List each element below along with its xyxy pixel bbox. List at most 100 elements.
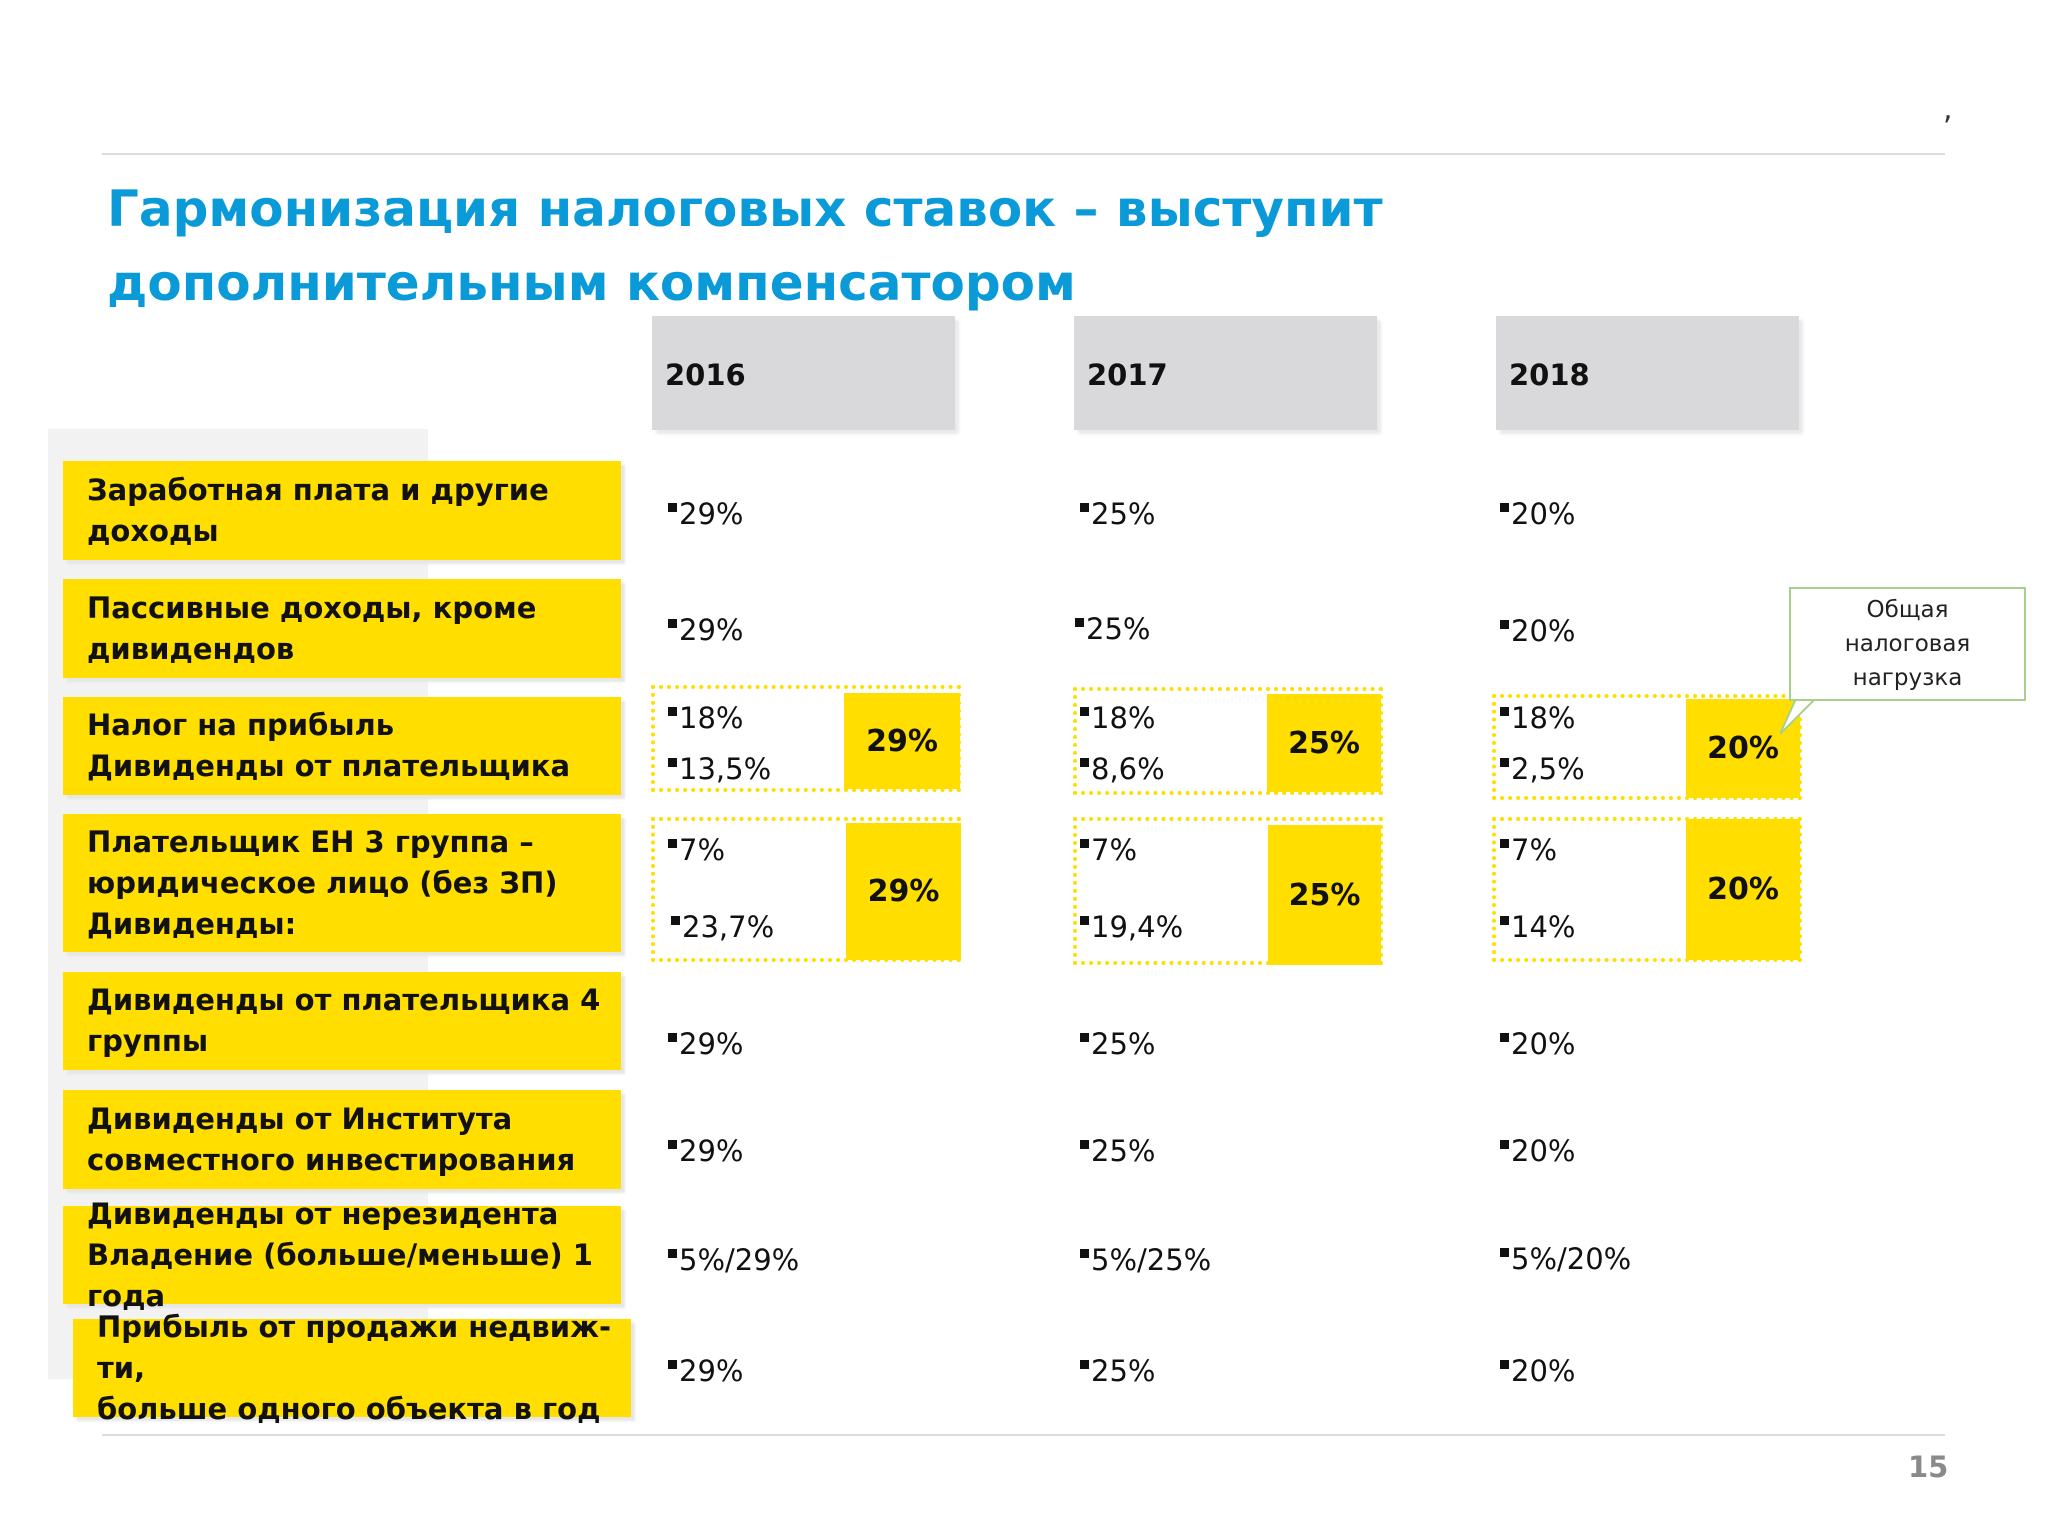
row-label-text: Налог на прибыль Дивиденды от плательщик…: [87, 708, 571, 783]
year-label: 2017: [1087, 358, 1168, 392]
bullet-icon: [668, 707, 677, 716]
rate-cell: 7%: [1500, 833, 1557, 867]
row-label-real-estate: Прибыль от продажи недвиж-ти, больше одн…: [73, 1310, 631, 1426]
bullet-icon: [1500, 620, 1509, 629]
rate-cell: 25%: [1080, 1134, 1155, 1168]
rate-cell: 5%/25%: [1080, 1243, 1211, 1277]
rate-cell: 18%: [1500, 701, 1575, 735]
rate-cell: 25%: [1080, 1354, 1155, 1388]
row-label-text: Пассивные доходы, кроме дивидендов: [87, 590, 537, 666]
row-label-text: Прибыль от продажи недвиж-ти, больше одн…: [97, 1309, 611, 1426]
rate-cell: 29%: [668, 1354, 743, 1388]
callout-text: Общая налоговая нагрузка: [1844, 597, 1971, 691]
bullet-icon: [668, 1033, 677, 1042]
row-label-salary: Заработная плата и другие доходы: [63, 461, 621, 560]
bullet-icon: [668, 758, 677, 767]
row-label-text: Заработная плата и другие доходы: [87, 472, 549, 548]
rate-cell: 25%: [1075, 612, 1150, 646]
rate-cell: 29%: [668, 1134, 743, 1168]
top-divider: [102, 153, 1945, 155]
bullet-icon: [1500, 1140, 1509, 1149]
combined-rate-box-2018: [1492, 694, 1802, 800]
page-number: 15: [1908, 1450, 1949, 1484]
bullet-icon: [1080, 707, 1089, 716]
bullet-icon: [1080, 758, 1089, 767]
total-burden-badge: 20%: [1686, 699, 1800, 798]
row-label-profit-tax: Налог на прибыль Дивиденды от плательщик…: [63, 697, 621, 795]
rate-cell: 13,5%: [668, 752, 771, 786]
bullet-icon: [1500, 839, 1509, 848]
row-label-text: Плательщик ЕН 3 группа – юридическое лиц…: [87, 824, 558, 941]
page-title: Гармонизация налоговых ставок – выступит…: [107, 180, 1383, 312]
year-label: 2016: [665, 358, 746, 392]
rate-cell: 20%: [1500, 1354, 1575, 1388]
bullet-icon: [1500, 1033, 1509, 1042]
bullet-icon: [1075, 618, 1084, 627]
bullet-icon: [1500, 503, 1509, 512]
bullet-icon: [668, 619, 677, 628]
bullet-icon: [1080, 1249, 1089, 1258]
rate-cell: 20%: [1500, 497, 1575, 531]
total-burden-badge: 25%: [1268, 825, 1381, 965]
top-mark: ,: [1943, 92, 1953, 127]
bullet-icon: [1500, 758, 1509, 767]
rate-cell: 8,6%: [1080, 752, 1165, 786]
rate-cell: 18%: [1080, 701, 1155, 735]
bullet-icon: [1500, 916, 1509, 925]
bullet-icon: [1080, 1140, 1089, 1149]
bullet-icon: [668, 1360, 677, 1369]
bullet-icon: [1080, 839, 1089, 848]
year-header-2016: 2016: [652, 316, 955, 430]
rate-cell: 23,7%: [671, 910, 774, 944]
bullet-icon: [1080, 916, 1089, 925]
rate-cell: 19,4%: [1080, 910, 1183, 944]
bullet-icon: [668, 1249, 677, 1258]
row-label-text: Дивиденды от нерезидента Владение (больш…: [87, 1196, 593, 1313]
bullet-icon: [668, 503, 677, 512]
bullet-icon: [1080, 1360, 1089, 1369]
row-label-text: Дивиденды от Института совместного инвес…: [87, 1101, 576, 1177]
bullet-icon: [1500, 1360, 1509, 1369]
rate-cell: 2,5%: [1500, 752, 1585, 786]
row-label-joint-investment: Дивиденды от Института совместного инвес…: [63, 1090, 621, 1189]
total-burden-callout: Общая налоговая нагрузка: [1789, 587, 2026, 701]
row-label-group4: Дивиденды от плательщика 4 группы: [63, 972, 621, 1070]
bullet-icon: [668, 839, 677, 848]
row-label-passive-income: Пассивные доходы, кроме дивидендов: [63, 579, 621, 678]
rate-cell: 25%: [1080, 1027, 1155, 1061]
row-label-text: Дивиденды от плательщика 4 группы: [87, 983, 601, 1058]
combined-rate-box-2018: [1492, 817, 1802, 962]
row-label-nonresident: Дивиденды от нерезидента Владение (больш…: [63, 1197, 621, 1313]
rate-cell: 7%: [1080, 833, 1137, 867]
rate-cell: 20%: [1500, 1134, 1575, 1168]
rate-cell: 5%/20%: [1500, 1242, 1631, 1276]
total-burden-badge: 25%: [1267, 694, 1381, 792]
rate-cell: 18%: [668, 701, 743, 735]
combined-rate-box-2017: [1073, 817, 1383, 965]
rate-cell: 14%: [1500, 910, 1575, 944]
bullet-icon: [1080, 1033, 1089, 1042]
bullet-icon: [1500, 707, 1509, 716]
bullet-icon: [668, 1140, 677, 1149]
rate-cell: 25%: [1080, 497, 1155, 531]
bullet-icon: [671, 916, 680, 925]
year-header-2018: 2018: [1496, 316, 1799, 430]
rate-cell: 20%: [1500, 1027, 1575, 1061]
rate-cell: 5%/29%: [668, 1243, 799, 1277]
year-header-2017: 2017: [1074, 316, 1377, 430]
bullet-icon: [1500, 1248, 1509, 1257]
total-burden-badge: 20%: [1686, 819, 1800, 960]
rate-cell: 29%: [668, 1027, 743, 1061]
rate-cell: 29%: [668, 497, 743, 531]
rate-cell: 7%: [668, 833, 725, 867]
bullet-icon: [1080, 503, 1089, 512]
year-label: 2018: [1509, 358, 1590, 392]
bottom-divider: [102, 1434, 1945, 1436]
total-burden-badge: 29%: [844, 693, 960, 789]
rate-cell: 29%: [668, 613, 743, 647]
combined-rate-box-2017: [1073, 687, 1383, 795]
row-label-group3: Плательщик ЕН 3 группа – юридическое лиц…: [63, 814, 621, 952]
total-burden-badge: 29%: [846, 823, 961, 960]
rate-cell: 20%: [1500, 614, 1575, 648]
